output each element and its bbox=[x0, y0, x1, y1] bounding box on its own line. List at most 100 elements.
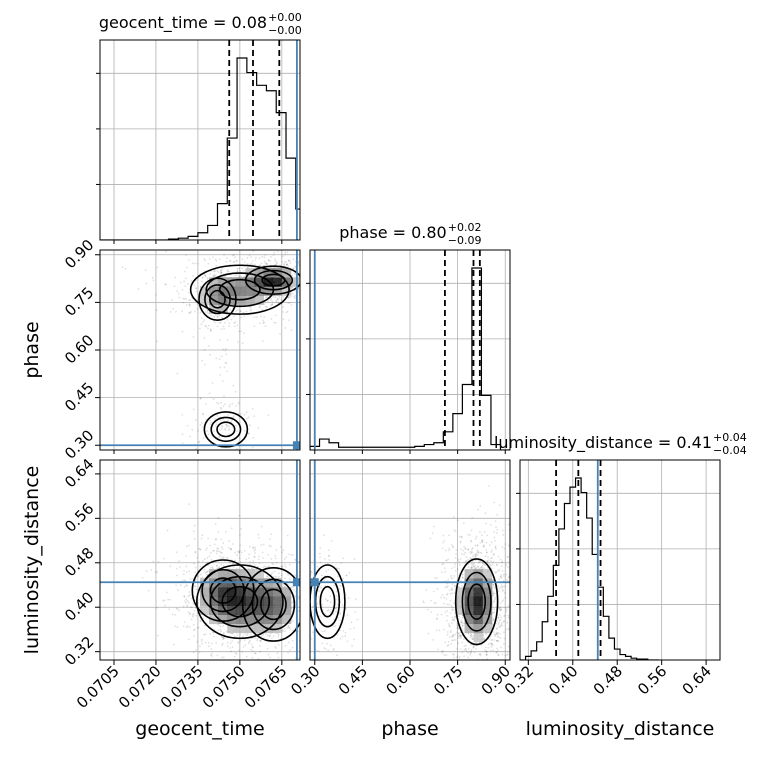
sample-point bbox=[497, 654, 500, 656]
sample-point bbox=[483, 638, 486, 641]
sample-point bbox=[448, 547, 451, 550]
sample-point bbox=[472, 646, 475, 649]
sample-point bbox=[472, 555, 475, 558]
sample-point bbox=[219, 272, 222, 275]
sample-point bbox=[489, 563, 491, 566]
sample-point bbox=[491, 639, 494, 641]
sample-point bbox=[480, 644, 483, 646]
sample-point bbox=[227, 270, 230, 273]
contour-geocent_time_vs_phase-1-2 bbox=[218, 278, 261, 301]
sample-point bbox=[500, 608, 503, 611]
sample-point bbox=[238, 550, 241, 553]
sample-point bbox=[189, 606, 192, 609]
ytick-label-luminosity_distance-0: 0.32 bbox=[61, 633, 97, 669]
sample-point bbox=[464, 560, 467, 563]
sample-point bbox=[320, 561, 322, 564]
sample-point bbox=[220, 355, 223, 358]
sample-point bbox=[292, 258, 295, 261]
sample-point bbox=[217, 547, 220, 550]
sample-point bbox=[215, 423, 218, 426]
density-cell bbox=[482, 587, 493, 597]
sample-point bbox=[176, 626, 179, 628]
title-sub-phase: −0.09 bbox=[448, 234, 482, 247]
sample-point bbox=[176, 607, 179, 610]
sample-point bbox=[483, 531, 486, 533]
sample-point bbox=[487, 562, 490, 564]
sample-point bbox=[226, 318, 229, 321]
sample-point bbox=[258, 257, 261, 259]
sample-point bbox=[188, 613, 191, 616]
sample-point bbox=[225, 423, 228, 426]
sample-point bbox=[471, 547, 474, 550]
sample-point bbox=[445, 559, 447, 562]
sample-point bbox=[297, 260, 300, 263]
sample-point bbox=[184, 285, 187, 287]
sample-point bbox=[269, 259, 272, 262]
sample-point bbox=[249, 306, 252, 309]
sample-point bbox=[221, 642, 224, 645]
sample-point bbox=[496, 639, 499, 642]
sample-point bbox=[324, 613, 327, 615]
sample-point bbox=[204, 641, 207, 644]
panel-frame-geocent_time bbox=[99, 39, 301, 241]
sample-point bbox=[497, 621, 500, 624]
sample-point bbox=[293, 295, 296, 298]
sample-point bbox=[470, 567, 473, 570]
density-cell bbox=[236, 614, 246, 625]
sample-point bbox=[271, 562, 274, 565]
sample-point bbox=[492, 619, 495, 621]
sample-point bbox=[265, 566, 268, 569]
sample-point bbox=[278, 572, 280, 575]
sample-point bbox=[204, 325, 207, 327]
sample-point bbox=[471, 566, 473, 569]
sample-point bbox=[206, 430, 209, 432]
sample-point bbox=[204, 275, 207, 278]
sample-point bbox=[270, 255, 272, 258]
sample-point bbox=[450, 604, 453, 607]
contour-geocent_time_vs_phase-2-0 bbox=[198, 277, 237, 321]
sample-point bbox=[436, 629, 438, 632]
sample-point bbox=[486, 658, 489, 660]
sample-point bbox=[503, 642, 505, 645]
sample-point bbox=[260, 544, 263, 547]
sample-point bbox=[220, 557, 223, 560]
contour-geocent_time_vs_luminosity_distance-0-1 bbox=[209, 575, 271, 628]
sample-point bbox=[178, 609, 181, 612]
sample-point bbox=[463, 655, 466, 658]
sample-point bbox=[289, 578, 291, 580]
sample-point bbox=[320, 574, 323, 577]
sample-point bbox=[203, 568, 206, 571]
sample-point bbox=[447, 640, 450, 643]
density-cell bbox=[245, 286, 255, 296]
sample-point bbox=[226, 645, 229, 647]
density-cell bbox=[272, 277, 283, 287]
sample-point bbox=[259, 639, 262, 642]
sample-point bbox=[183, 579, 185, 581]
sample-point bbox=[261, 308, 264, 311]
sample-point bbox=[288, 260, 291, 262]
sample-point bbox=[271, 300, 274, 303]
sample-point bbox=[297, 609, 300, 612]
sample-point bbox=[245, 411, 248, 414]
sample-point bbox=[470, 634, 473, 637]
density-cell bbox=[263, 587, 274, 597]
sample-point bbox=[453, 529, 456, 532]
sample-point bbox=[241, 650, 244, 653]
sample-point bbox=[496, 627, 499, 629]
sample-point bbox=[457, 642, 460, 645]
sample-point bbox=[193, 524, 196, 527]
sample-point bbox=[266, 647, 269, 650]
sample-point bbox=[507, 576, 510, 579]
sample-point bbox=[184, 601, 187, 604]
sample-point bbox=[346, 640, 349, 643]
sample-point bbox=[292, 588, 295, 591]
sample-point bbox=[262, 566, 265, 569]
sample-point bbox=[499, 575, 502, 578]
sample-point bbox=[221, 316, 224, 319]
sample-point bbox=[247, 642, 250, 645]
sample-point bbox=[185, 297, 188, 300]
sample-point bbox=[469, 550, 472, 553]
sample-point bbox=[486, 534, 489, 537]
sample-point bbox=[495, 570, 497, 573]
sample-point bbox=[175, 574, 178, 577]
